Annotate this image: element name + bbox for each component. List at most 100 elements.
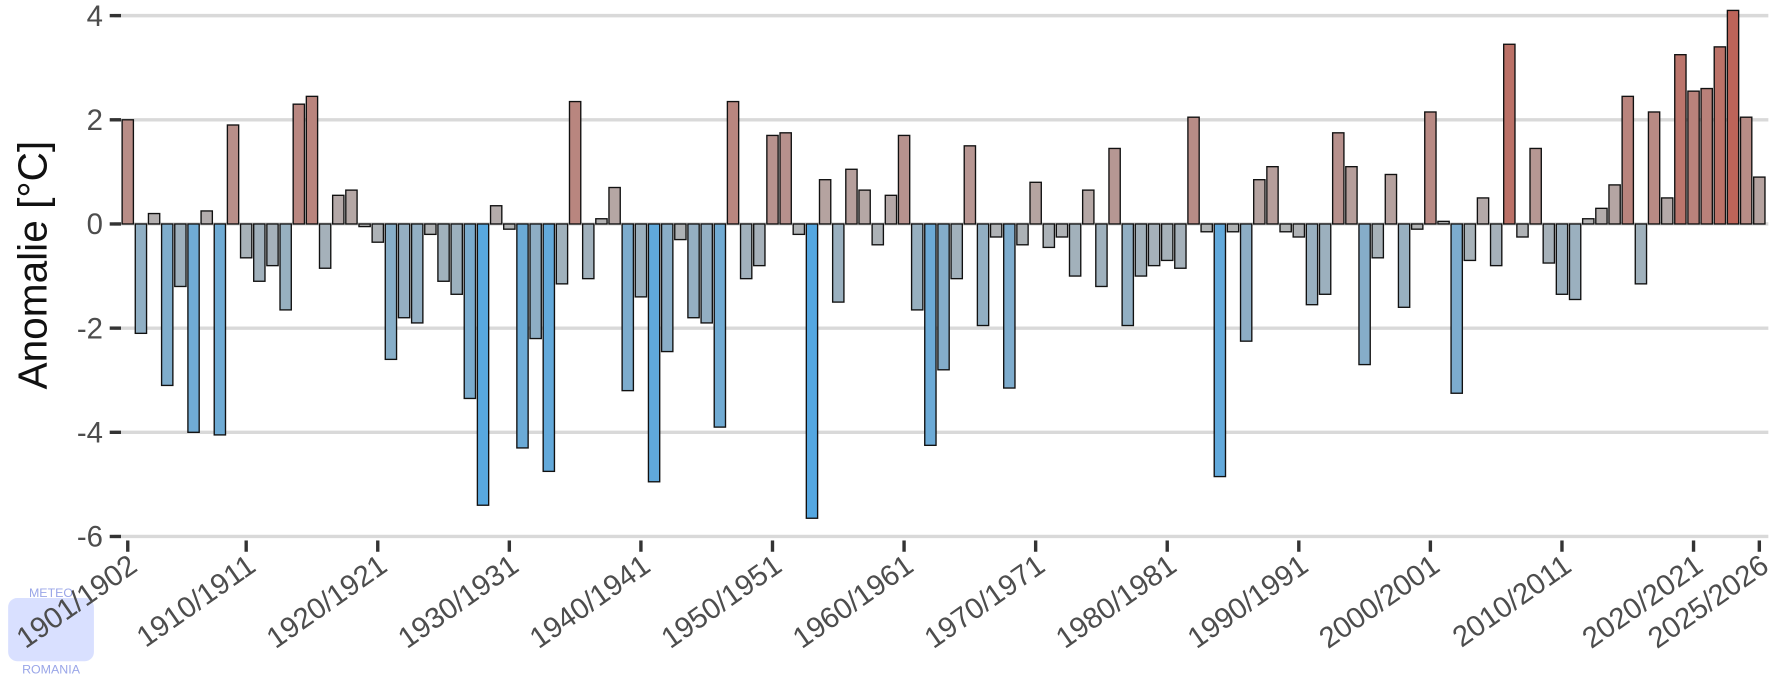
bar xyxy=(568,100,582,225)
bar xyxy=(713,223,727,428)
bar xyxy=(305,95,319,225)
bar xyxy=(779,132,792,225)
bar xyxy=(1318,223,1332,295)
bar xyxy=(1134,223,1148,277)
bar xyxy=(871,223,885,246)
bar xyxy=(1016,223,1029,246)
bar xyxy=(634,223,648,298)
bar xyxy=(1726,9,1740,225)
x-tick-label: 1950/1951 xyxy=(655,549,787,656)
bar xyxy=(1621,95,1635,225)
bar xyxy=(1424,111,1437,225)
bar xyxy=(463,223,477,400)
bar xyxy=(410,223,424,324)
bar xyxy=(805,223,819,519)
bar xyxy=(345,189,358,225)
bar xyxy=(1660,197,1674,225)
x-tick-label: 1970/1971 xyxy=(918,549,1050,656)
x-tick-label: 2010/2011 xyxy=(1447,549,1578,654)
bar xyxy=(1555,223,1569,295)
bar xyxy=(1239,223,1253,342)
bar xyxy=(1292,223,1306,238)
bar xyxy=(1450,223,1464,394)
y-tick-label: 0 xyxy=(87,208,103,241)
bar xyxy=(1568,223,1582,301)
bar xyxy=(279,223,292,311)
bar xyxy=(371,223,385,243)
bar xyxy=(700,223,714,324)
bar xyxy=(989,223,1003,238)
bar xyxy=(331,194,345,225)
bar xyxy=(1542,223,1556,264)
bar xyxy=(1463,223,1477,262)
bar xyxy=(1358,223,1371,366)
bar xyxy=(1371,223,1385,259)
bar xyxy=(831,223,845,303)
bar xyxy=(226,124,240,225)
bar xyxy=(1042,223,1056,249)
bar xyxy=(147,212,161,225)
bar xyxy=(174,223,187,288)
bar xyxy=(450,223,464,295)
bar xyxy=(1253,179,1266,225)
bar xyxy=(581,223,595,280)
bar xyxy=(134,223,148,335)
bar xyxy=(239,223,253,259)
bar xyxy=(1108,147,1121,225)
bar xyxy=(1081,189,1095,225)
bar xyxy=(397,223,411,319)
bar xyxy=(858,189,871,225)
bar xyxy=(595,218,608,225)
y-tick-label: -4 xyxy=(77,416,103,449)
y-tick-label: 2 xyxy=(87,104,103,137)
x-tick-label: 1910/1911 xyxy=(131,549,262,654)
bar xyxy=(253,223,266,282)
bar xyxy=(384,223,398,361)
bar xyxy=(213,223,227,436)
bar xyxy=(976,223,990,327)
y-tick-label: -6 xyxy=(77,521,103,554)
bar xyxy=(1226,223,1240,233)
bar xyxy=(937,223,950,371)
bar xyxy=(884,194,898,225)
x-tick-label: 1930/1931 xyxy=(392,549,524,656)
bar xyxy=(1647,111,1661,225)
bar xyxy=(1200,223,1214,233)
bar xyxy=(160,223,174,387)
bar xyxy=(897,134,911,225)
bar xyxy=(1187,116,1200,225)
bar xyxy=(542,223,556,473)
bar xyxy=(266,223,279,267)
bar xyxy=(318,223,332,269)
bar xyxy=(516,223,529,449)
bar xyxy=(1397,223,1411,308)
bar xyxy=(1753,176,1766,225)
bar xyxy=(660,223,674,353)
bar xyxy=(1608,184,1621,225)
logo-text: ROMANIA xyxy=(22,663,81,677)
bar xyxy=(608,186,621,225)
x-tick-label: 1940/1941 xyxy=(524,549,656,656)
bar xyxy=(687,223,700,319)
bar xyxy=(950,223,964,280)
bar xyxy=(121,119,135,225)
bar xyxy=(1489,223,1503,267)
bar xyxy=(1068,223,1082,277)
logo: METEO ROMANIA xyxy=(8,586,94,677)
bar xyxy=(1437,220,1450,225)
bar xyxy=(845,168,858,225)
bar xyxy=(489,205,503,225)
bar xyxy=(1595,207,1608,225)
x-tick-label: 1960/1961 xyxy=(787,549,919,656)
bar xyxy=(739,223,753,280)
bar xyxy=(1147,223,1161,267)
bar xyxy=(1279,223,1292,233)
bar xyxy=(424,223,437,236)
bar xyxy=(910,223,924,311)
bar xyxy=(1003,223,1016,389)
x-tick-label: 1990/1991 xyxy=(1182,549,1314,656)
bar xyxy=(1160,223,1174,262)
bar xyxy=(503,223,516,230)
